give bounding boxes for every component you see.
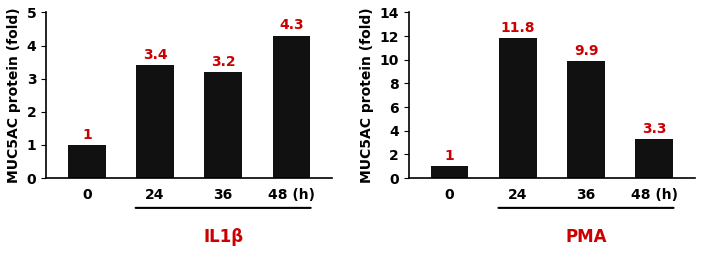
Text: IL1β: IL1β bbox=[203, 228, 244, 246]
Text: 1: 1 bbox=[445, 149, 455, 163]
Text: 3.2: 3.2 bbox=[211, 55, 235, 69]
Text: 4.3: 4.3 bbox=[279, 18, 304, 32]
Bar bbox=[499, 39, 536, 178]
Bar bbox=[68, 145, 105, 178]
Text: 1: 1 bbox=[82, 128, 92, 142]
Text: 9.9: 9.9 bbox=[574, 44, 598, 58]
Y-axis label: MUC5AC protein (fold): MUC5AC protein (fold) bbox=[7, 7, 21, 183]
Y-axis label: MUC5AC protein (fold): MUC5AC protein (fold) bbox=[360, 7, 374, 183]
Text: 3.3: 3.3 bbox=[642, 122, 666, 136]
Bar bbox=[635, 139, 673, 178]
Bar bbox=[567, 61, 604, 178]
Text: PMA: PMA bbox=[565, 228, 607, 246]
Bar bbox=[136, 65, 174, 178]
Text: 3.4: 3.4 bbox=[143, 48, 167, 62]
Bar bbox=[272, 36, 310, 178]
Text: 11.8: 11.8 bbox=[501, 21, 535, 35]
Bar bbox=[431, 166, 468, 178]
Bar bbox=[204, 72, 242, 178]
